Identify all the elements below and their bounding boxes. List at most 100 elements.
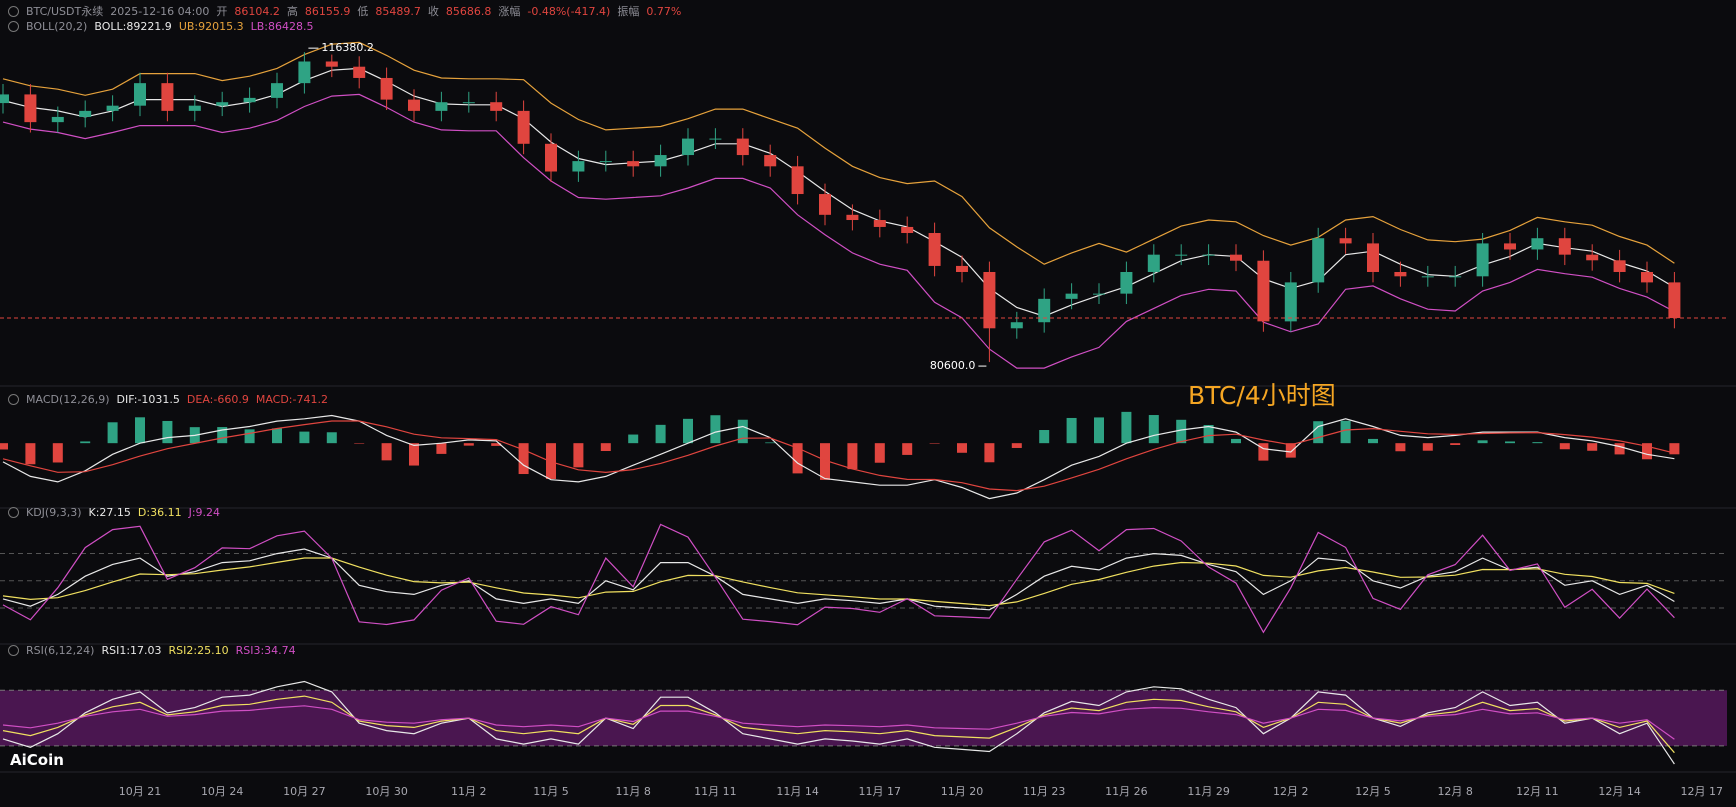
field-value: 86104.2 bbox=[234, 4, 280, 18]
macd-bar bbox=[984, 443, 995, 463]
candle-body bbox=[1586, 254, 1599, 261]
quote-header: BTC/USDT永续 2025-12-16 04:00 开 86104.2 高 861… bbox=[8, 3, 681, 19]
collapse-icon bbox=[8, 645, 19, 656]
indicator-line bbox=[2, 705, 1675, 740]
macd-bar bbox=[683, 418, 693, 444]
candle-body bbox=[873, 220, 886, 227]
candle-body bbox=[188, 105, 201, 111]
macd-bar bbox=[217, 427, 228, 444]
macd-bar bbox=[1642, 443, 1652, 460]
macd-bar bbox=[1450, 443, 1461, 446]
candle-body bbox=[408, 99, 420, 111]
indicator-title: KDJ(9,3,3) bbox=[26, 506, 82, 519]
indicator-line bbox=[2, 41, 1675, 265]
candle-body bbox=[462, 102, 475, 104]
x-tick-label: 10月 30 bbox=[365, 785, 408, 798]
candle-body bbox=[517, 110, 530, 144]
indicator-line bbox=[2, 414, 1675, 500]
candle-body bbox=[764, 155, 777, 167]
indicator-line bbox=[2, 557, 1675, 607]
x-tick-label: 11月 11 bbox=[694, 785, 737, 798]
indicator-legend: KDJ(9,3,3) K:27.15 D:36.11 J:9.24 bbox=[8, 506, 220, 519]
field-label: 振幅 bbox=[617, 5, 640, 18]
x-tick-label: 12月 14 bbox=[1598, 785, 1641, 798]
x-tick-label: 12月 17 bbox=[1681, 785, 1724, 798]
macd-bar bbox=[0, 443, 8, 450]
macd-bar bbox=[491, 443, 502, 446]
candle-body bbox=[901, 226, 914, 234]
macd-bar bbox=[1011, 443, 1022, 448]
x-tick-label: 12月 11 bbox=[1516, 785, 1559, 798]
candle-body bbox=[1257, 260, 1270, 322]
macd-bar bbox=[1422, 443, 1433, 451]
candle-body bbox=[271, 83, 283, 98]
macd-bar bbox=[573, 443, 584, 468]
macd-bar bbox=[600, 443, 611, 452]
legend-value: RSI1:17.03 bbox=[101, 644, 162, 657]
collapse-icon[interactable] bbox=[8, 5, 19, 17]
macd-bar bbox=[463, 443, 474, 446]
macd-bar bbox=[1176, 419, 1187, 444]
macd-bar bbox=[1614, 443, 1625, 455]
candle-body bbox=[599, 161, 612, 163]
candle-body bbox=[216, 102, 229, 106]
macd-bar bbox=[1368, 438, 1378, 444]
time: 2025-12-16 04:00 bbox=[110, 4, 210, 18]
candle-body bbox=[627, 161, 640, 167]
candle-body bbox=[161, 83, 174, 111]
indicator-line bbox=[2, 695, 1675, 754]
legend-value: DEA:-660.9 bbox=[186, 393, 249, 406]
indicator-line bbox=[2, 93, 1675, 369]
macd-bar bbox=[820, 443, 830, 480]
candle-body bbox=[928, 233, 941, 266]
field-label: 涨幅 bbox=[498, 5, 521, 18]
field-label: 高 bbox=[286, 5, 298, 18]
macd-bar bbox=[1313, 421, 1324, 444]
field-label: 收 bbox=[427, 5, 439, 18]
x-tick-label: 10月 21 bbox=[119, 785, 162, 798]
indicator-title: RSI(6,12,24) bbox=[26, 644, 95, 657]
candle-body bbox=[0, 94, 9, 104]
indicator-line bbox=[2, 523, 1675, 634]
candle-body bbox=[106, 105, 119, 111]
candle-body bbox=[1038, 298, 1051, 323]
candle-body bbox=[654, 155, 667, 167]
macd-bar bbox=[1094, 417, 1104, 444]
macd-bar bbox=[902, 443, 913, 455]
macd-bar bbox=[1148, 415, 1159, 444]
field-label: 低 bbox=[357, 5, 369, 18]
candle-body bbox=[79, 110, 92, 117]
macd-bar bbox=[1669, 443, 1680, 455]
macd-bar bbox=[162, 420, 173, 444]
collapse-icon bbox=[8, 21, 19, 32]
macd-bar bbox=[1285, 443, 1296, 458]
rsi-band bbox=[0, 690, 1727, 746]
field-value: 85489.7 bbox=[375, 4, 421, 18]
legend-value: LB:86428.5 bbox=[250, 20, 314, 33]
macd-bar bbox=[792, 443, 803, 474]
legend-value: MACD:-741.2 bbox=[255, 393, 328, 406]
candle-body bbox=[435, 102, 448, 111]
candle-body bbox=[1120, 271, 1133, 294]
candle-body bbox=[846, 214, 859, 221]
candle-body bbox=[1284, 282, 1297, 322]
indicator-line bbox=[2, 548, 1675, 611]
candle-body bbox=[1394, 271, 1407, 277]
candle-body bbox=[819, 194, 831, 215]
candle-body bbox=[1668, 282, 1681, 319]
macd-bar bbox=[80, 441, 91, 444]
x-tick-label: 12月 8 bbox=[1437, 785, 1473, 798]
macd-bar bbox=[299, 431, 310, 444]
candle-body bbox=[1558, 238, 1571, 255]
candle-body bbox=[325, 61, 338, 67]
macd-bar bbox=[409, 443, 419, 466]
candle-body bbox=[24, 94, 37, 123]
legend-value: RSI2:25.10 bbox=[168, 644, 229, 657]
x-tick-label: 11月 20 bbox=[941, 785, 984, 798]
candle-body bbox=[1641, 271, 1653, 283]
indicator-legend: MACD(12,26,9) DIF:-1031.5 DEA:-660.9 MACD:-… bbox=[8, 393, 328, 406]
x-tick-label: 11月 29 bbox=[1187, 785, 1230, 798]
macd-bar bbox=[381, 443, 392, 461]
macd-bar bbox=[1559, 443, 1570, 450]
